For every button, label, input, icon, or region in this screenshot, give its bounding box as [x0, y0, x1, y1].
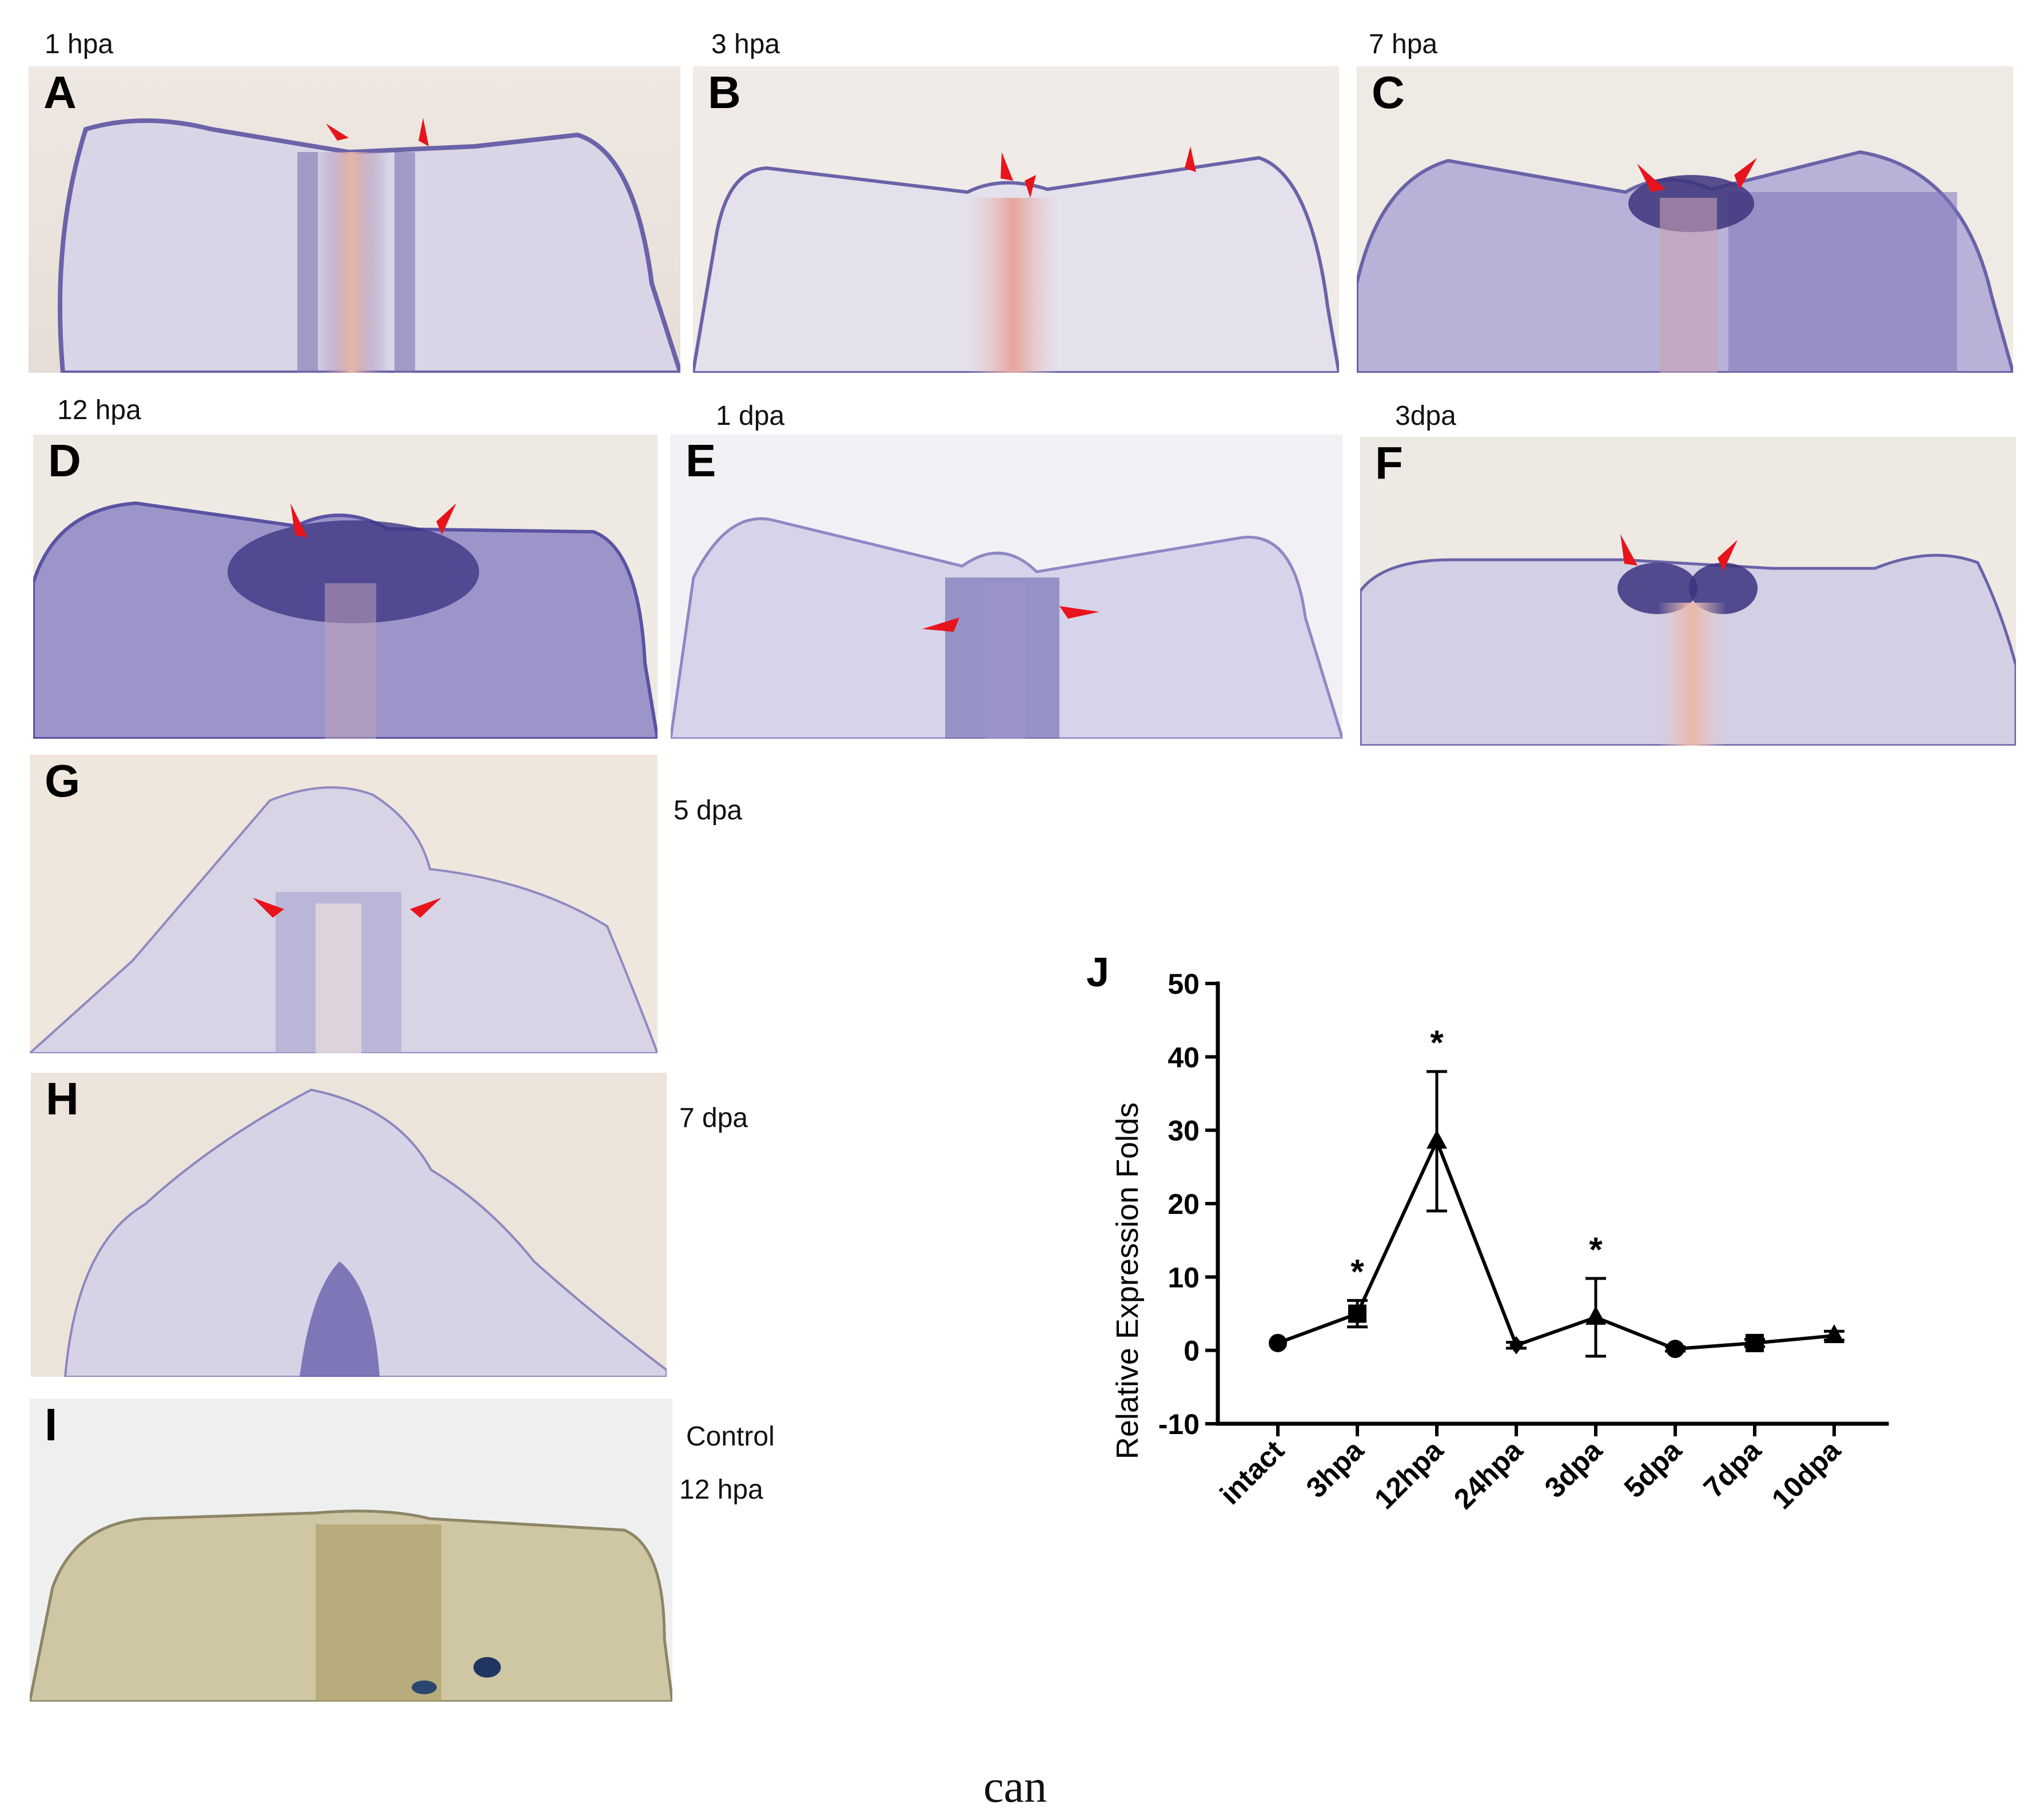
y-tick-label: 10: [1168, 1261, 1200, 1293]
time-label-i-condition: Control: [686, 1421, 775, 1452]
panel-label-e: E: [686, 435, 716, 486]
x-tick-label: 24hpa: [1448, 1433, 1529, 1515]
y-tick-label: 0: [1184, 1335, 1200, 1367]
data-point: [1746, 1333, 1764, 1352]
x-tick-label: 7dpa: [1698, 1433, 1768, 1504]
y-tick-label: -10: [1158, 1408, 1200, 1440]
time-label-i: 12 hpa: [679, 1475, 763, 1505]
series-line: [1277, 1139, 1835, 1351]
panel-label-d: D: [48, 435, 81, 486]
x-tick-label: 3hpa: [1300, 1433, 1370, 1504]
significance-mark: *: [1430, 1023, 1444, 1062]
data-point: [1269, 1333, 1287, 1352]
chart-j: J Relative Expression Folds -10 0 10 20 30 40…: [1075, 938, 1910, 1538]
data-point: [1348, 1304, 1366, 1323]
y-tick-label: 50: [1168, 968, 1200, 1000]
micrograph-panel-g: G: [30, 755, 658, 1053]
data-point: [1666, 1340, 1684, 1359]
x-tick-label: 12hpa: [1368, 1433, 1450, 1515]
time-label-f: 3dpa: [1395, 401, 1456, 431]
data-point: [1509, 1336, 1523, 1355]
data-point: [1585, 1305, 1606, 1325]
x-tick-label: intact: [1214, 1434, 1290, 1511]
x-tick-label: 10dpa: [1766, 1433, 1847, 1515]
micrograph-panel-f: F: [1360, 437, 2016, 746]
micrograph-panel-d: D: [33, 435, 658, 739]
time-label-e: 1 dpa: [716, 401, 785, 431]
significance-mark: *: [1350, 1252, 1364, 1291]
time-label-b: 3 hpa: [711, 29, 780, 59]
significance-mark: *: [1589, 1230, 1603, 1269]
y-axis-label: Relative Expression Folds: [1110, 1102, 1145, 1459]
chart-panel-label: J: [1086, 950, 1109, 995]
panel-label-f: F: [1375, 437, 1403, 488]
panel-label-c: C: [1372, 67, 1405, 118]
time-label-g: 5 dpa: [674, 795, 743, 826]
x-tick-label: 5dpa: [1618, 1433, 1688, 1504]
data-point: [1427, 1129, 1447, 1149]
y-tick-label: 30: [1168, 1115, 1200, 1147]
y-tick-label: 20: [1168, 1188, 1200, 1220]
panel-label-g: G: [45, 755, 81, 806]
caption-fragment: can: [983, 1762, 1047, 1812]
micrograph-panel-e: E: [671, 435, 1342, 739]
panel-label-b: B: [708, 67, 741, 118]
micrograph-panel-h: H: [31, 1073, 667, 1377]
micrograph-panel-i: I: [30, 1399, 672, 1702]
micrograph-panel-a: A: [29, 66, 680, 373]
micrograph-panel-c: C: [1357, 66, 2013, 373]
micrograph-panel-b: B: [693, 66, 1339, 373]
panel-label-h: H: [46, 1073, 79, 1124]
panel-label-i: I: [45, 1399, 58, 1450]
x-tick-label: 3dpa: [1539, 1433, 1609, 1504]
panel-label-a: A: [43, 67, 77, 118]
time-label-a: 1 hpa: [45, 29, 114, 59]
y-tick-label: 40: [1168, 1041, 1200, 1073]
time-label-d: 12 hpa: [57, 395, 141, 425]
time-label-c: 7 hpa: [1369, 29, 1438, 59]
time-label-h: 7 dpa: [679, 1103, 748, 1133]
data-point: [1824, 1324, 1844, 1343]
